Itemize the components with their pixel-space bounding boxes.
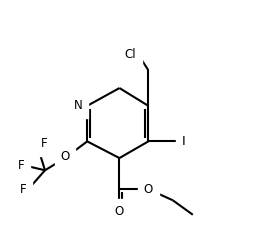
- Text: F: F: [18, 159, 24, 172]
- Text: O: O: [144, 183, 153, 196]
- Text: N: N: [73, 99, 82, 112]
- Text: O: O: [60, 151, 70, 163]
- Text: Cl: Cl: [125, 48, 136, 61]
- Text: O: O: [115, 205, 124, 218]
- Text: I: I: [182, 135, 186, 148]
- Text: F: F: [20, 183, 26, 196]
- Text: F: F: [40, 137, 47, 150]
